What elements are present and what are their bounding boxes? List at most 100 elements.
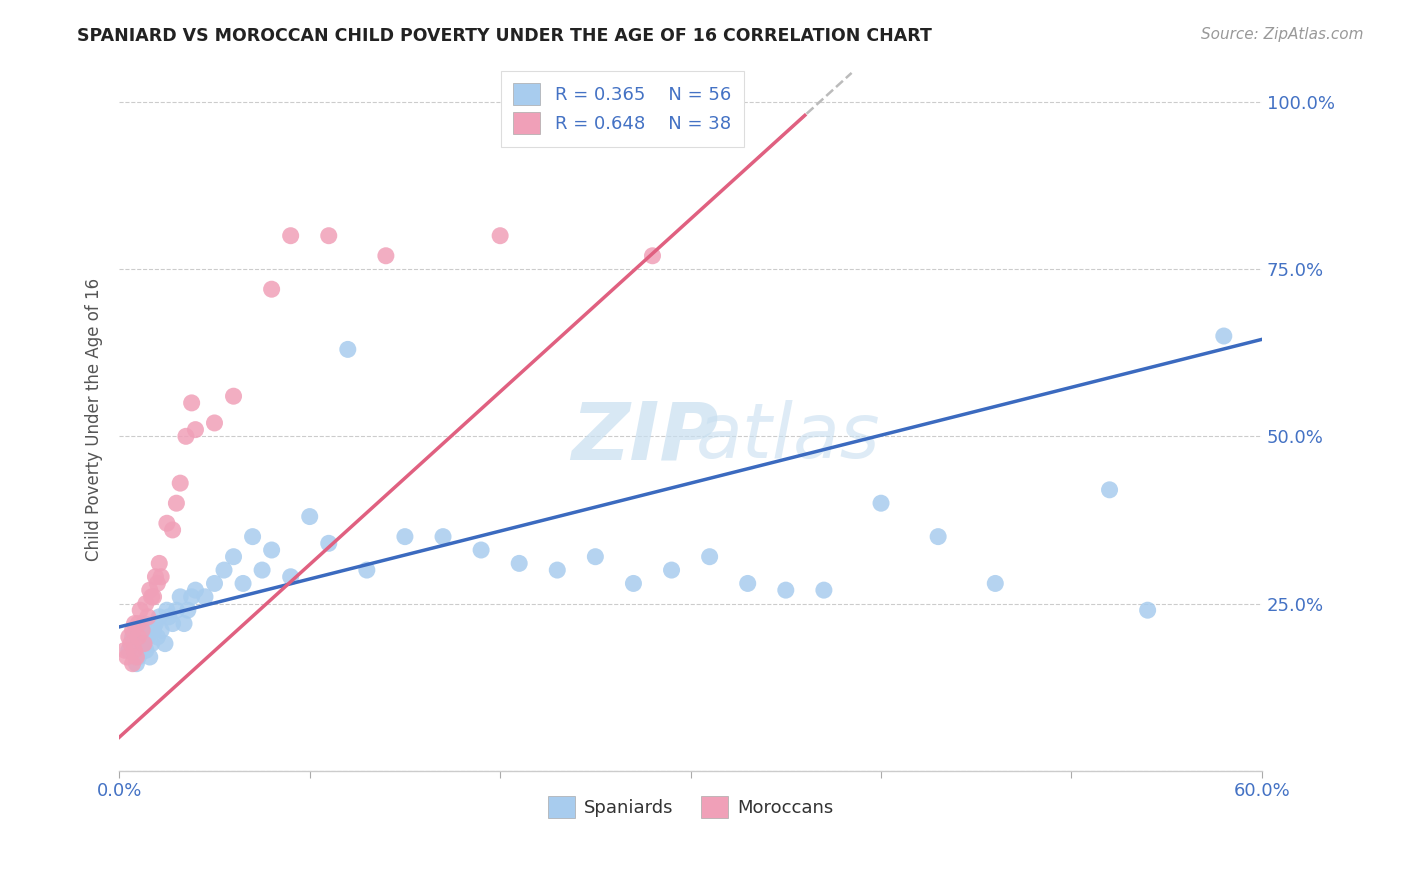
Point bbox=[242, 530, 264, 544]
Point bbox=[508, 557, 530, 571]
Point bbox=[121, 630, 143, 644]
Point bbox=[145, 570, 167, 584]
Point bbox=[813, 583, 835, 598]
Point bbox=[148, 610, 170, 624]
Point bbox=[114, 643, 136, 657]
Point bbox=[232, 576, 254, 591]
Point bbox=[870, 496, 893, 510]
Point bbox=[177, 603, 200, 617]
Text: SPANIARD VS MOROCCAN CHILD POVERTY UNDER THE AGE OF 16 CORRELATION CHART: SPANIARD VS MOROCCAN CHILD POVERTY UNDER… bbox=[77, 27, 932, 45]
Point bbox=[174, 429, 197, 443]
Point bbox=[280, 570, 302, 584]
Point bbox=[394, 530, 416, 544]
Point bbox=[131, 624, 153, 638]
Point bbox=[222, 389, 245, 403]
Point bbox=[470, 543, 492, 558]
Point bbox=[132, 616, 155, 631]
Point bbox=[135, 597, 157, 611]
Point bbox=[489, 228, 512, 243]
Point bbox=[699, 549, 721, 564]
Point bbox=[298, 509, 321, 524]
Point bbox=[141, 590, 163, 604]
Point bbox=[135, 643, 157, 657]
Point bbox=[136, 630, 159, 644]
Text: atlas: atlas bbox=[696, 401, 880, 475]
Point bbox=[318, 536, 340, 550]
Point bbox=[1212, 329, 1234, 343]
Point bbox=[641, 249, 664, 263]
Point bbox=[204, 576, 226, 591]
Point bbox=[136, 610, 159, 624]
Point bbox=[1098, 483, 1121, 497]
Point bbox=[318, 228, 340, 243]
Point bbox=[204, 416, 226, 430]
Point bbox=[127, 650, 149, 665]
Point bbox=[173, 616, 195, 631]
Point bbox=[148, 557, 170, 571]
Point bbox=[180, 590, 202, 604]
Point bbox=[145, 616, 167, 631]
Point bbox=[124, 616, 146, 631]
Point bbox=[546, 563, 568, 577]
Point bbox=[180, 396, 202, 410]
Point bbox=[142, 590, 165, 604]
Point bbox=[142, 624, 165, 638]
Point bbox=[153, 637, 176, 651]
Point bbox=[141, 637, 163, 651]
Point bbox=[118, 630, 141, 644]
Point bbox=[115, 650, 138, 665]
Point bbox=[139, 583, 162, 598]
Point bbox=[162, 616, 184, 631]
Point bbox=[121, 657, 143, 671]
Point bbox=[194, 590, 217, 604]
Point bbox=[156, 603, 179, 617]
Point bbox=[127, 616, 149, 631]
Point bbox=[336, 343, 359, 357]
Legend: Spaniards, Moroccans: Spaniards, Moroccans bbox=[541, 789, 841, 825]
Point bbox=[169, 590, 191, 604]
Point bbox=[124, 643, 146, 657]
Text: Source: ZipAtlas.com: Source: ZipAtlas.com bbox=[1201, 27, 1364, 42]
Point bbox=[129, 603, 152, 617]
Point bbox=[146, 576, 169, 591]
Point bbox=[131, 637, 153, 651]
Point bbox=[356, 563, 378, 577]
Point bbox=[169, 476, 191, 491]
Point bbox=[132, 637, 155, 651]
Point bbox=[150, 570, 173, 584]
Point bbox=[165, 496, 187, 510]
Point bbox=[623, 576, 645, 591]
Point bbox=[127, 630, 149, 644]
Point bbox=[737, 576, 759, 591]
Point bbox=[121, 624, 143, 638]
Point bbox=[260, 282, 283, 296]
Point bbox=[184, 583, 207, 598]
Point bbox=[583, 549, 606, 564]
Point bbox=[165, 603, 187, 617]
Point bbox=[222, 549, 245, 564]
Point bbox=[139, 650, 162, 665]
Text: ZIP: ZIP bbox=[571, 398, 718, 476]
Point bbox=[250, 563, 273, 577]
Point bbox=[927, 530, 949, 544]
Point bbox=[150, 624, 173, 638]
Point bbox=[118, 643, 141, 657]
Point bbox=[374, 249, 396, 263]
Point bbox=[212, 563, 235, 577]
Point bbox=[162, 523, 184, 537]
Point bbox=[260, 543, 283, 558]
Point bbox=[661, 563, 683, 577]
Point bbox=[157, 610, 180, 624]
Point bbox=[125, 650, 148, 665]
Point bbox=[984, 576, 1007, 591]
Point bbox=[775, 583, 797, 598]
Point bbox=[280, 228, 302, 243]
Point bbox=[1136, 603, 1159, 617]
Point bbox=[125, 657, 148, 671]
Point bbox=[432, 530, 454, 544]
Point bbox=[146, 630, 169, 644]
Point bbox=[156, 516, 179, 531]
Point bbox=[120, 637, 142, 651]
Y-axis label: Child Poverty Under the Age of 16: Child Poverty Under the Age of 16 bbox=[86, 278, 103, 561]
Point bbox=[184, 423, 207, 437]
